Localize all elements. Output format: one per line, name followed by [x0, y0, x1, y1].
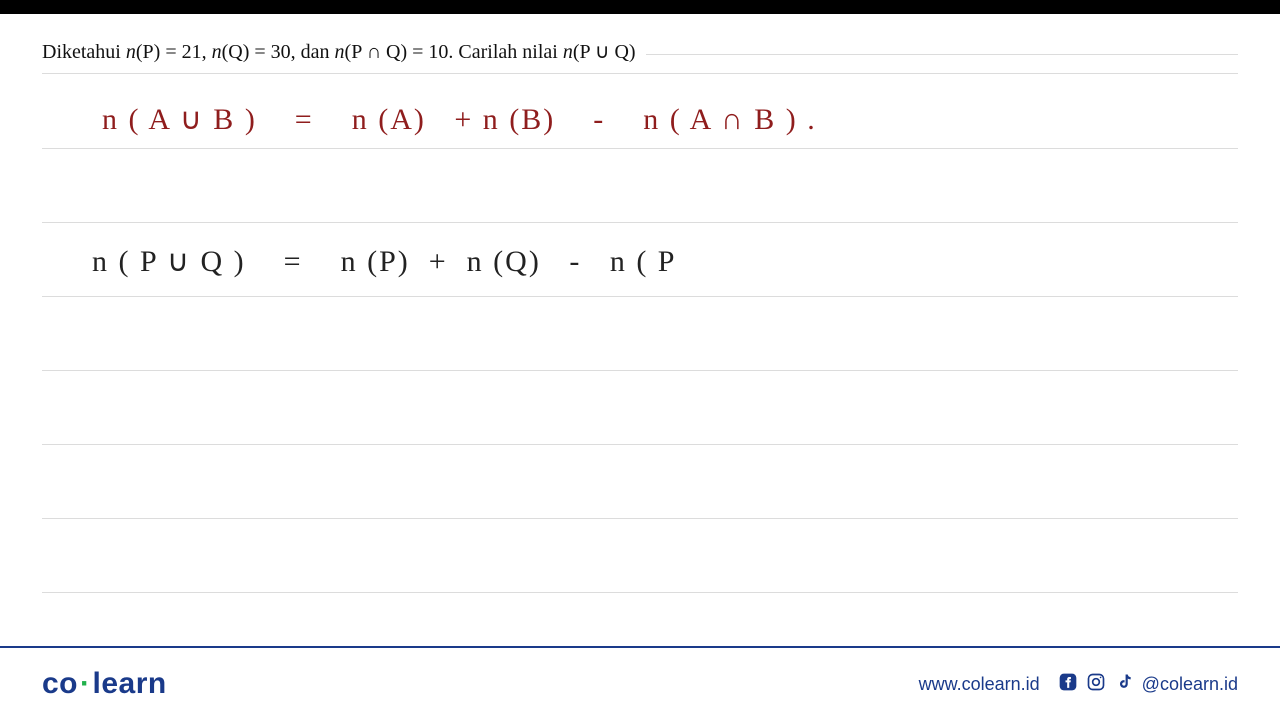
rule-line [42, 518, 1238, 519]
rule-line [42, 222, 1238, 223]
website-url: www.colearn.id [919, 674, 1040, 695]
ruled-notebook-area: n ( A ∪ B ) = n (A) + n (B) - n ( A ∩ B … [42, 74, 1238, 636]
question-content: Diketahui n(P) = 21, n(Q) = 30, dan n(P … [42, 39, 636, 64]
question-trailing-line [646, 54, 1238, 55]
rule-line [42, 296, 1238, 297]
handwritten-formula-general: n ( A ∪ B ) = n (A) + n (B) - n ( A ∩ B … [102, 102, 817, 137]
npintq-expr: (P ∩ Q) = 10. Carilah nilai [345, 41, 563, 63]
np-expr: (P) = 21, [136, 41, 212, 63]
facebook-icon [1058, 672, 1078, 697]
question-text: Diketahui n(P) = 21, n(Q) = 30, dan n(P … [42, 36, 1238, 74]
page-root: Diketahui n(P) = 21, n(Q) = 30, dan n(P … [0, 0, 1280, 720]
social-handle: @colearn.id [1142, 674, 1238, 695]
logo-part-learn: learn [93, 667, 167, 700]
footer-bar: co·learn www.colearn.id @colearn.id [0, 646, 1280, 720]
nq-expr: (Q) = 30, dan [222, 41, 335, 63]
n-italic: n [335, 41, 345, 63]
social-icons: @colearn.id [1058, 672, 1238, 697]
rule-line [42, 148, 1238, 149]
instagram-icon [1086, 672, 1106, 697]
tiktok-icon [1114, 672, 1134, 697]
logo-dot: · [78, 667, 93, 700]
question-prefix: Diketahui [42, 41, 126, 63]
logo-part-co: co [42, 667, 78, 700]
n-italic: n [126, 41, 136, 63]
footer-right-group: www.colearn.id @colearn.id [919, 672, 1238, 697]
brand-logo: co·learn [42, 667, 167, 701]
npuniq-expr: (P ∪ Q) [573, 41, 636, 63]
handwritten-formula-applied: n ( P ∪ Q ) = n (P) + n (Q) - n ( P [92, 244, 677, 279]
n-italic: n [563, 41, 573, 63]
rule-line [42, 444, 1238, 445]
rule-line [42, 592, 1238, 593]
n-italic: n [212, 41, 222, 63]
top-black-bar [0, 0, 1280, 14]
rule-line [42, 370, 1238, 371]
